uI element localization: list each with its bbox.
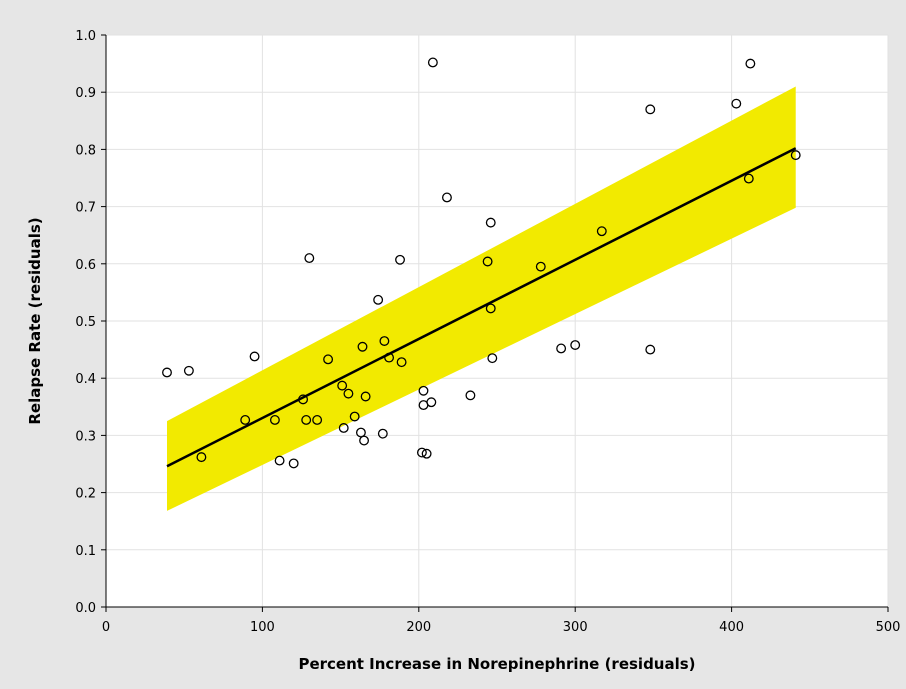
x-axis-label: Percent Increase in Norepinephrine (resi…	[298, 655, 695, 673]
x-tick-label: 0	[102, 620, 110, 635]
data-point	[379, 336, 390, 346]
data-point	[395, 254, 405, 265]
data-point	[535, 261, 546, 272]
data-point	[426, 397, 437, 408]
data-point	[249, 351, 260, 362]
x-tick-label: 400	[719, 620, 744, 635]
data-point	[570, 340, 581, 350]
data-point	[301, 415, 312, 425]
data-point	[357, 341, 368, 352]
data-point	[396, 357, 407, 368]
x-tick-label: 200	[406, 620, 431, 635]
y-tick-label: 0.9	[75, 86, 96, 101]
data-point	[485, 217, 496, 228]
confidence-band-layer	[166, 86, 796, 511]
y-tick-label: 0.2	[75, 487, 96, 502]
data-point	[288, 458, 299, 469]
data-point	[274, 455, 285, 466]
y-tick-label: 0.6	[75, 258, 96, 273]
data-point	[745, 58, 756, 69]
y-tick-label: 0.5	[75, 315, 96, 330]
x-axis-ticks: 0 100 200 300 400 500	[102, 607, 901, 635]
data-point	[162, 367, 172, 378]
y-tick-label: 0.0	[75, 601, 96, 616]
y-tick-label: 0.3	[75, 429, 96, 444]
data-point	[359, 435, 370, 446]
data-point	[645, 104, 656, 115]
y-tick-label: 0.8	[75, 143, 96, 158]
y-tick-label: 0.7	[75, 201, 96, 216]
data-point	[312, 415, 323, 425]
fit-line-layer	[166, 147, 797, 468]
data-points	[162, 57, 801, 469]
data-point	[298, 394, 309, 405]
data-point	[731, 98, 742, 109]
data-point	[183, 365, 194, 376]
y-tick-label: 1.0	[75, 29, 96, 44]
data-point	[487, 353, 498, 364]
data-point	[373, 294, 384, 305]
data-point	[304, 253, 315, 264]
regression-line	[166, 147, 797, 468]
data-point	[343, 388, 354, 399]
data-point	[482, 256, 493, 267]
data-point	[196, 452, 207, 463]
data-point	[349, 411, 360, 422]
y-tick-label: 0.4	[75, 372, 96, 387]
y-axis-ticks: 0.0 0.1 0.2 0.3 0.4 0.5 0.6 0.7 0.8 0.9 1.0	[75, 29, 106, 616]
data-point	[442, 192, 452, 203]
data-point	[384, 352, 395, 363]
data-point	[360, 391, 371, 402]
data-point	[421, 448, 432, 459]
data-point	[338, 423, 349, 433]
y-tick-label: 0.1	[75, 544, 96, 559]
data-point	[790, 150, 801, 161]
data-point	[465, 390, 476, 401]
data-point	[427, 57, 438, 68]
x-tick-label: 300	[563, 620, 588, 635]
data-point	[418, 385, 429, 396]
data-point	[596, 226, 607, 237]
data-point	[556, 343, 567, 354]
data-point	[269, 415, 280, 425]
data-point	[743, 173, 754, 184]
data-point	[645, 344, 656, 355]
data-point	[337, 380, 348, 391]
data-point	[416, 447, 427, 458]
data-point	[485, 303, 496, 314]
confidence-band	[166, 86, 796, 511]
data-point	[323, 354, 334, 365]
data-point	[377, 428, 388, 439]
y-axis-label: Relapse Rate (residuals)	[26, 217, 44, 424]
data-point	[240, 415, 251, 425]
x-tick-label: 500	[876, 620, 901, 635]
x-tick-label: 100	[250, 620, 275, 635]
